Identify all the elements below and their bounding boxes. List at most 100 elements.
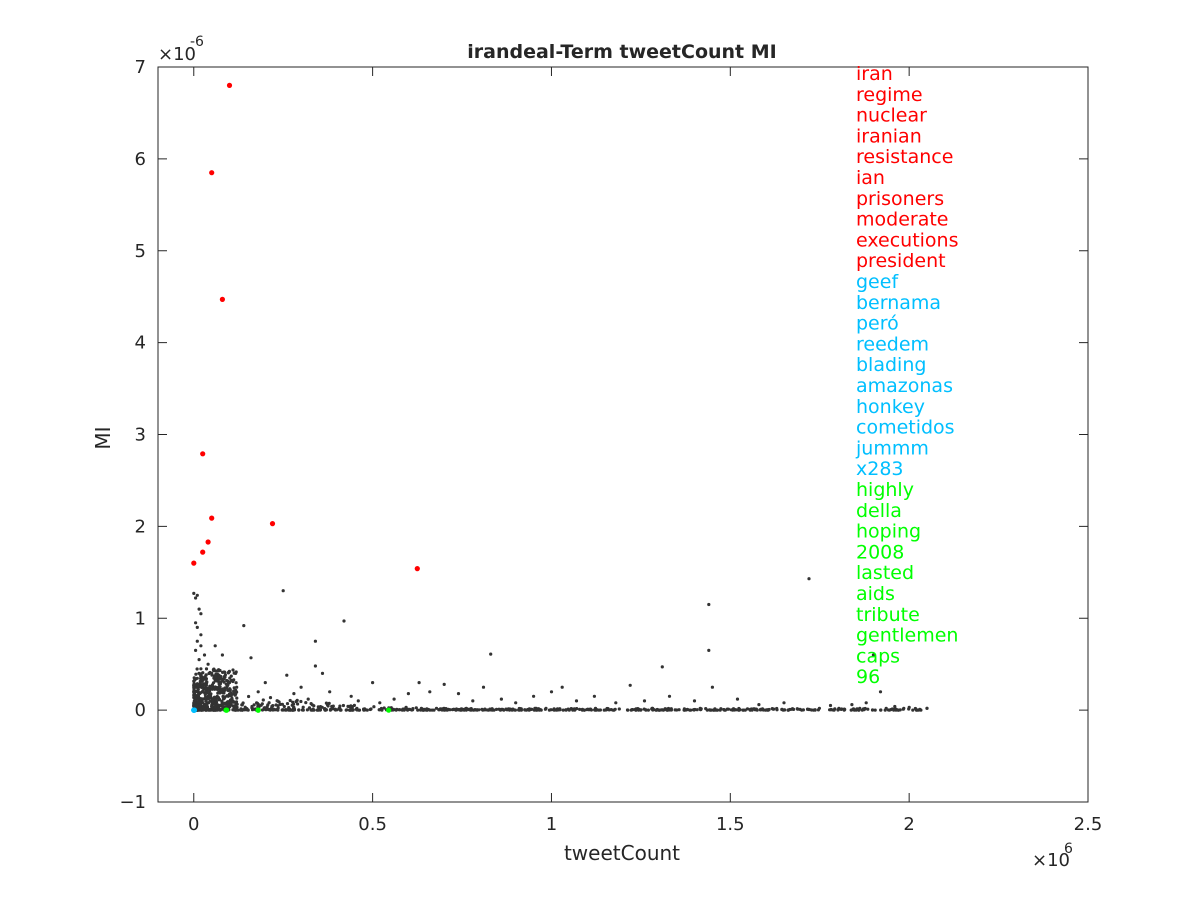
data-point-other — [644, 708, 648, 712]
data-point-other — [791, 707, 795, 711]
data-point-other-terms — [356, 699, 360, 703]
data-point-other — [725, 707, 730, 711]
data-point-other — [349, 707, 353, 711]
data-point-other-terms — [313, 639, 317, 643]
data-point-top-terms — [219, 296, 225, 302]
data-point-other — [851, 707, 856, 711]
data-point-other — [918, 707, 922, 712]
data-point-other-terms — [194, 596, 198, 600]
data-point-other — [218, 685, 222, 689]
data-point-other — [312, 704, 316, 708]
data-point-top-terms — [191, 560, 197, 566]
x-axis-label: tweetCount — [564, 841, 680, 865]
data-point-other-terms — [456, 692, 461, 696]
data-point-other — [233, 704, 237, 709]
data-point-other — [883, 708, 887, 712]
data-point-other-terms — [549, 690, 554, 694]
data-point-other-terms — [195, 639, 199, 643]
data-point-other — [511, 707, 515, 711]
data-point-other — [527, 708, 531, 712]
data-point-other — [464, 706, 468, 711]
data-point-other-terms — [893, 704, 897, 709]
data-point-other — [324, 708, 328, 712]
data-point-other — [626, 708, 630, 712]
data-point-other-terms — [707, 602, 711, 607]
term-label: nuclear — [856, 105, 927, 127]
data-point-other-terms — [428, 690, 432, 694]
data-point-other — [580, 707, 585, 711]
data-point-other — [261, 698, 265, 702]
data-point-random-terms — [386, 707, 392, 713]
term-label: gentlemen — [856, 625, 958, 647]
data-point-other — [267, 707, 271, 711]
data-point-other-terms — [210, 671, 214, 676]
data-point-other — [193, 683, 197, 687]
data-point-other — [410, 708, 414, 712]
data-point-other — [220, 707, 224, 711]
data-point-other-terms — [213, 644, 217, 648]
data-point-other — [230, 696, 234, 700]
data-point-other — [234, 681, 238, 685]
x-exponent-power: 6 — [1064, 841, 1073, 857]
term-label: ian — [856, 167, 885, 189]
data-point-other-terms — [263, 681, 267, 685]
data-point-other — [646, 708, 651, 712]
y-tick-label: 6 — [135, 149, 146, 170]
data-point-other-terms — [878, 690, 883, 694]
data-point-other — [530, 707, 534, 711]
data-point-other — [232, 678, 236, 682]
data-point-other — [755, 708, 759, 712]
data-point-other — [705, 708, 709, 712]
data-point-other-terms — [199, 633, 203, 637]
data-point-other-terms — [371, 681, 375, 685]
data-point-other — [892, 707, 896, 712]
x-exponent-label: ×10 6 — [1032, 841, 1073, 871]
data-point-other-terms — [328, 690, 332, 694]
data-point-other-terms — [195, 593, 199, 597]
data-point-other — [611, 708, 615, 712]
data-point-other-terms — [194, 621, 198, 625]
data-point-other — [282, 704, 286, 709]
data-point-other-terms — [249, 656, 253, 660]
y-tick-label: 1 — [135, 608, 146, 629]
data-point-other — [677, 708, 681, 712]
data-point-other-terms — [660, 665, 664, 669]
data-points — [191, 82, 929, 713]
data-point-other — [440, 708, 444, 712]
data-point-other — [829, 707, 833, 712]
data-point-other — [775, 708, 779, 712]
term-label: hoping — [856, 521, 921, 543]
data-point-other — [222, 670, 226, 674]
data-point-other-terms — [378, 701, 382, 705]
data-point-other — [240, 703, 244, 707]
data-point-other — [318, 705, 323, 709]
term-label: geef — [856, 271, 899, 293]
data-point-other-terms — [235, 685, 239, 689]
data-point-other — [709, 708, 713, 712]
data-point-other — [226, 683, 230, 687]
data-point-other-terms — [532, 694, 536, 698]
data-point-other — [216, 669, 221, 673]
data-point-other-terms — [907, 705, 911, 710]
data-point-other — [355, 708, 359, 712]
data-point-other-terms — [417, 681, 421, 685]
data-point-other-terms — [642, 699, 647, 703]
data-point-other — [630, 708, 634, 712]
data-point-other — [552, 708, 556, 712]
data-point-other — [204, 667, 209, 671]
data-point-other — [780, 707, 784, 711]
data-point-other-terms — [199, 612, 203, 616]
data-point-other — [456, 708, 460, 712]
data-point-other — [286, 707, 291, 711]
data-point-other — [325, 703, 330, 707]
data-point-other — [209, 694, 213, 698]
term-label: caps — [856, 645, 900, 667]
data-point-other-terms — [735, 697, 740, 701]
data-point-other — [203, 675, 207, 679]
data-point-other — [731, 707, 736, 711]
data-point-other — [194, 697, 198, 702]
data-point-other-terms — [292, 692, 296, 696]
data-point-other-terms — [342, 619, 346, 623]
data-point-other — [234, 689, 238, 693]
